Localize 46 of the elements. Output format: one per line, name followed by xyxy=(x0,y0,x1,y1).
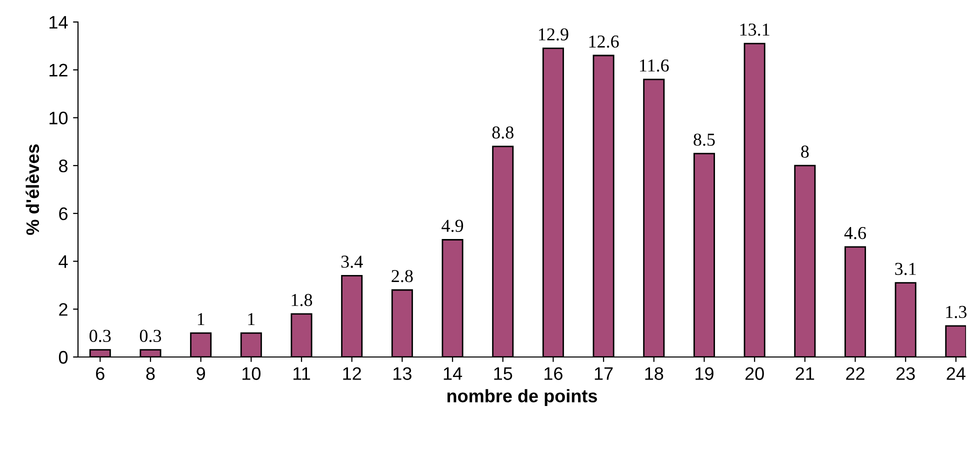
data-label: 3.1 xyxy=(895,262,916,276)
x-tick-label: 8 xyxy=(146,367,155,380)
data-label: 8 xyxy=(801,146,809,158)
x-tick-label: 20 xyxy=(745,367,764,380)
data-label: 2.8 xyxy=(392,270,413,282)
y-tick-label: 6 xyxy=(59,207,68,220)
data-label: 1 xyxy=(248,313,255,326)
x-tick-label: 17 xyxy=(594,367,613,380)
y-tick-label: 12 xyxy=(50,64,68,76)
y-tick-label: 2 xyxy=(59,303,68,316)
data-label: 8.5 xyxy=(694,134,715,146)
data-label: 4.6 xyxy=(844,226,866,240)
y-tick-label: 10 xyxy=(50,112,68,124)
y-tick-label: 0 xyxy=(58,350,68,364)
data-label: 4.9 xyxy=(442,220,464,232)
x-tick-label: 23 xyxy=(896,367,915,380)
y-tick-label: 4 xyxy=(58,255,68,268)
data-label: 13.1 xyxy=(740,24,770,36)
x-axis-title: nombre de points xyxy=(447,389,597,406)
x-tick-label: 16 xyxy=(544,367,562,380)
x-tick-label: 11 xyxy=(294,367,310,380)
x-tick-label: 24 xyxy=(946,367,966,380)
y-axis-title: % d'élèves xyxy=(26,144,40,235)
data-label: 8.8 xyxy=(492,126,514,139)
data-label: 12.6 xyxy=(589,36,619,48)
x-tick-label: 12 xyxy=(343,367,361,380)
y-tick-label: 14 xyxy=(50,16,68,29)
x-tick-label: 14 xyxy=(444,367,462,380)
data-label: 1.3 xyxy=(946,306,967,318)
x-tick-label: 15 xyxy=(494,367,512,380)
x-tick-label: 19 xyxy=(696,367,714,380)
data-label: 0.3 xyxy=(140,330,162,342)
x-tick-label: 13 xyxy=(394,367,412,380)
data-label: 1.8 xyxy=(292,294,312,306)
data-label: 1 xyxy=(198,313,204,326)
data-label: 12.9 xyxy=(539,28,568,41)
x-tick-label: 10 xyxy=(242,367,261,380)
data-label: 0.3 xyxy=(90,330,111,342)
x-tick-label: 21 xyxy=(796,367,814,380)
x-tick-label: 6 xyxy=(96,367,104,380)
x-tick-label: 22 xyxy=(846,367,864,380)
y-tick-label: 8 xyxy=(59,160,68,172)
x-tick-label: 18 xyxy=(645,367,664,380)
data-label: 3.4 xyxy=(341,256,363,268)
x-tick-label: 9 xyxy=(196,367,205,380)
data-label: 11.6 xyxy=(640,59,669,72)
